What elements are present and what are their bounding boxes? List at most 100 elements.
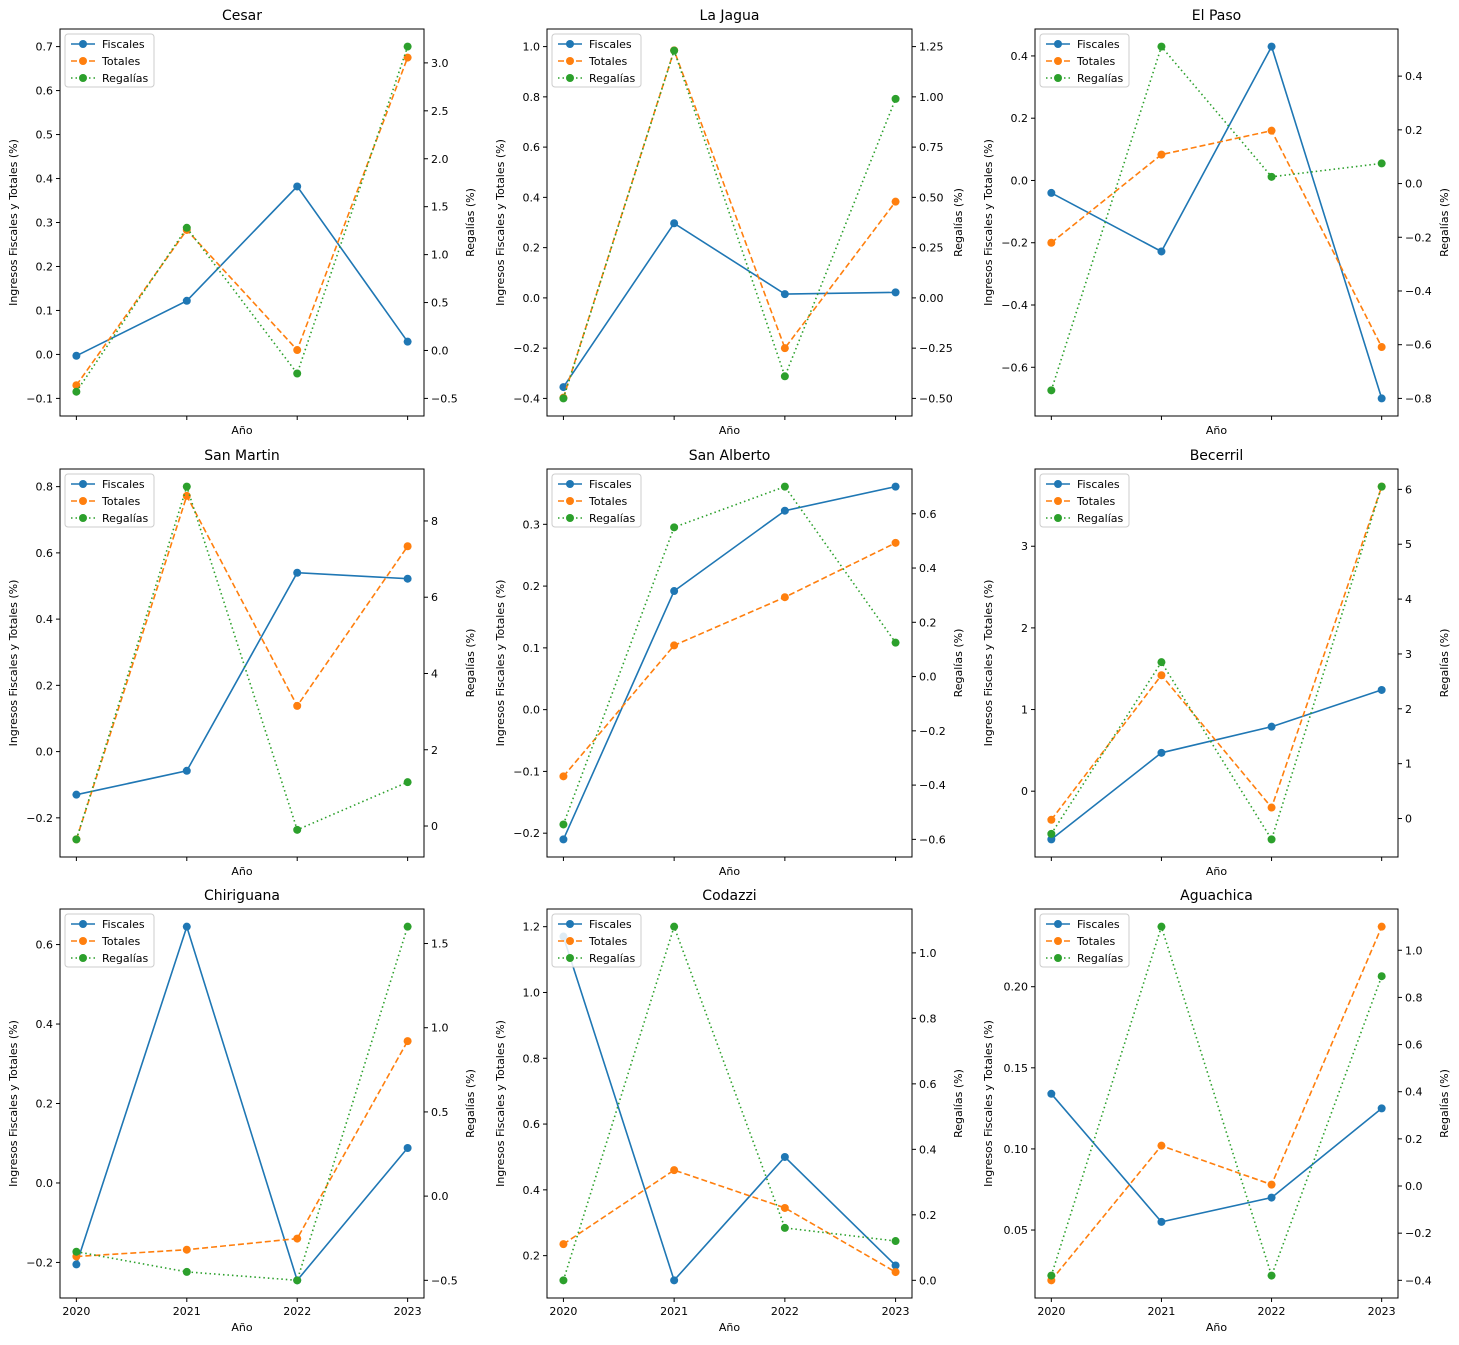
legend-box xyxy=(1039,33,1130,88)
data-point-totales xyxy=(670,1166,679,1175)
y2-axis-label: Regalías (%) xyxy=(1438,1069,1451,1138)
legend: Fiscales Totales Regalías xyxy=(64,473,155,528)
x-axis-label: Año xyxy=(1206,1321,1227,1334)
y2-tick-label: 0.00 xyxy=(919,292,944,305)
y-tick-label: 0.2 xyxy=(36,679,54,692)
y2-tick-label: 1.5 xyxy=(431,201,449,214)
legend-label-fiscales: Fiscales xyxy=(102,478,145,491)
legend-label-regalias: Regalías xyxy=(102,512,148,525)
data-point-totales xyxy=(1157,150,1166,159)
axes-frame xyxy=(546,28,913,417)
legend-marker-totales xyxy=(566,497,574,505)
subplot-title: La Jagua xyxy=(700,8,760,24)
data-point-totales xyxy=(1267,803,1276,812)
y-axis-label: Ingresos Fiscales y Totales (%) xyxy=(494,580,507,747)
subplot-title: Cesar xyxy=(222,8,262,24)
data-point-regalias xyxy=(182,482,191,491)
data-point-regalias xyxy=(403,922,412,931)
data-point-totales xyxy=(182,1245,191,1254)
data-point-totales xyxy=(891,538,900,547)
y2-tick-label: −0.25 xyxy=(919,342,953,355)
legend-label-fiscales: Fiscales xyxy=(589,478,632,491)
y2-tick-label: 6 xyxy=(1405,483,1412,496)
legend: Fiscales Totales Regalías xyxy=(64,913,155,968)
y2-axis-label: Regalías (%) xyxy=(952,188,965,257)
data-point-totales xyxy=(1047,238,1056,247)
data-point-regalias xyxy=(1267,835,1276,844)
axes-frame xyxy=(546,908,913,1299)
legend-marker-fiscales xyxy=(566,920,574,928)
data-point-regalias xyxy=(1157,42,1166,51)
y2-tick-label: 0.0 xyxy=(919,1274,937,1287)
axes-frame xyxy=(1034,28,1399,417)
legend-marker-fiscales xyxy=(566,40,574,48)
y-tick-label: 0.1 xyxy=(36,304,54,317)
y-tick-label: 0.0 xyxy=(36,348,54,361)
x-tick-label: 2021 xyxy=(660,1305,688,1318)
data-point-regalias xyxy=(559,1276,568,1285)
legend-marker-regalias xyxy=(566,514,574,522)
x-axis-label: Año xyxy=(231,865,252,878)
y2-tick-label: 0.5 xyxy=(431,297,449,310)
series-line-fiscales xyxy=(1050,1093,1383,1223)
y2-tick-label: −0.50 xyxy=(919,392,953,405)
y-tick-label: 0.6 xyxy=(523,1118,541,1131)
data-point-totales xyxy=(72,381,81,390)
legend-label-fiscales: Fiscales xyxy=(102,918,145,931)
data-point-regalias xyxy=(1377,159,1386,168)
legend-label-fiscales: Fiscales xyxy=(1077,478,1120,491)
data-point-fiscales xyxy=(1047,835,1056,844)
legend-label-totales: Totales xyxy=(101,495,140,508)
y-tick-label: 0.0 xyxy=(36,1177,54,1190)
y2-tick-label: −0.4 xyxy=(919,779,946,792)
y-tick-label: −0.2 xyxy=(513,342,540,355)
series-line-fiscales xyxy=(76,185,409,357)
data-point-regalias xyxy=(182,1267,191,1276)
data-point-fiscales xyxy=(891,288,900,297)
y2-axis-label: Regalías (%) xyxy=(464,188,477,257)
data-point-regalias xyxy=(1267,172,1276,181)
y2-tick-label: 0.50 xyxy=(919,191,944,204)
x-axis-label: Año xyxy=(719,424,740,437)
data-point-regalias xyxy=(293,1276,302,1285)
legend-label-fiscales: Fiscales xyxy=(1077,38,1120,51)
y-tick-label: −0.1 xyxy=(26,392,53,405)
y-tick-label: 0.7 xyxy=(36,41,54,54)
legend-marker-regalias xyxy=(566,954,574,962)
data-point-regalias xyxy=(670,46,679,55)
data-point-fiscales xyxy=(1377,1104,1386,1113)
legend-marker-totales xyxy=(79,57,87,65)
y-tick-label: 0.10 xyxy=(1004,1143,1029,1156)
legend-label-fiscales: Fiscales xyxy=(102,38,145,51)
x-axis-label: Año xyxy=(231,424,252,437)
y-tick-label: −0.2 xyxy=(1001,237,1028,250)
data-point-fiscales xyxy=(1047,188,1056,197)
subplot-title: Aguachica xyxy=(1180,888,1253,904)
y2-tick-label: 1.00 xyxy=(919,91,944,104)
y-tick-label: −0.2 xyxy=(513,827,540,840)
legend-label-regalias: Regalías xyxy=(1077,512,1123,525)
series-line-totales xyxy=(562,1169,897,1273)
data-point-regalias xyxy=(1377,972,1386,981)
data-point-totales xyxy=(1267,126,1276,135)
data-point-regalias xyxy=(780,1223,789,1232)
legend: Fiscales Totales Regalías xyxy=(1039,913,1130,968)
y2-tick-label: 0.0 xyxy=(431,344,449,357)
series-line-regalias xyxy=(562,485,897,825)
axes-frame xyxy=(1034,468,1399,858)
y-tick-label: −0.4 xyxy=(1001,299,1028,312)
data-point-regalias xyxy=(403,778,412,787)
data-point-regalias xyxy=(1047,1271,1056,1280)
data-point-fiscales xyxy=(780,290,789,299)
y-tick-label: 0.0 xyxy=(1011,174,1029,187)
data-point-fiscales xyxy=(72,790,81,799)
y-tick-label: 0.6 xyxy=(523,141,541,154)
data-point-fiscales xyxy=(1267,722,1276,731)
data-point-regalias xyxy=(1047,829,1056,838)
subplot-el-paso: El Paso −0.6 −0.4 −0.2 0.0 0.2 0.4 −0.8 −0.6 −0.4… xyxy=(982,8,1451,437)
data-point-totales xyxy=(293,346,302,355)
y2-tick-label: 4 xyxy=(431,667,438,680)
subplot-title: San Alberto xyxy=(689,448,771,464)
data-point-regalias xyxy=(293,369,302,378)
